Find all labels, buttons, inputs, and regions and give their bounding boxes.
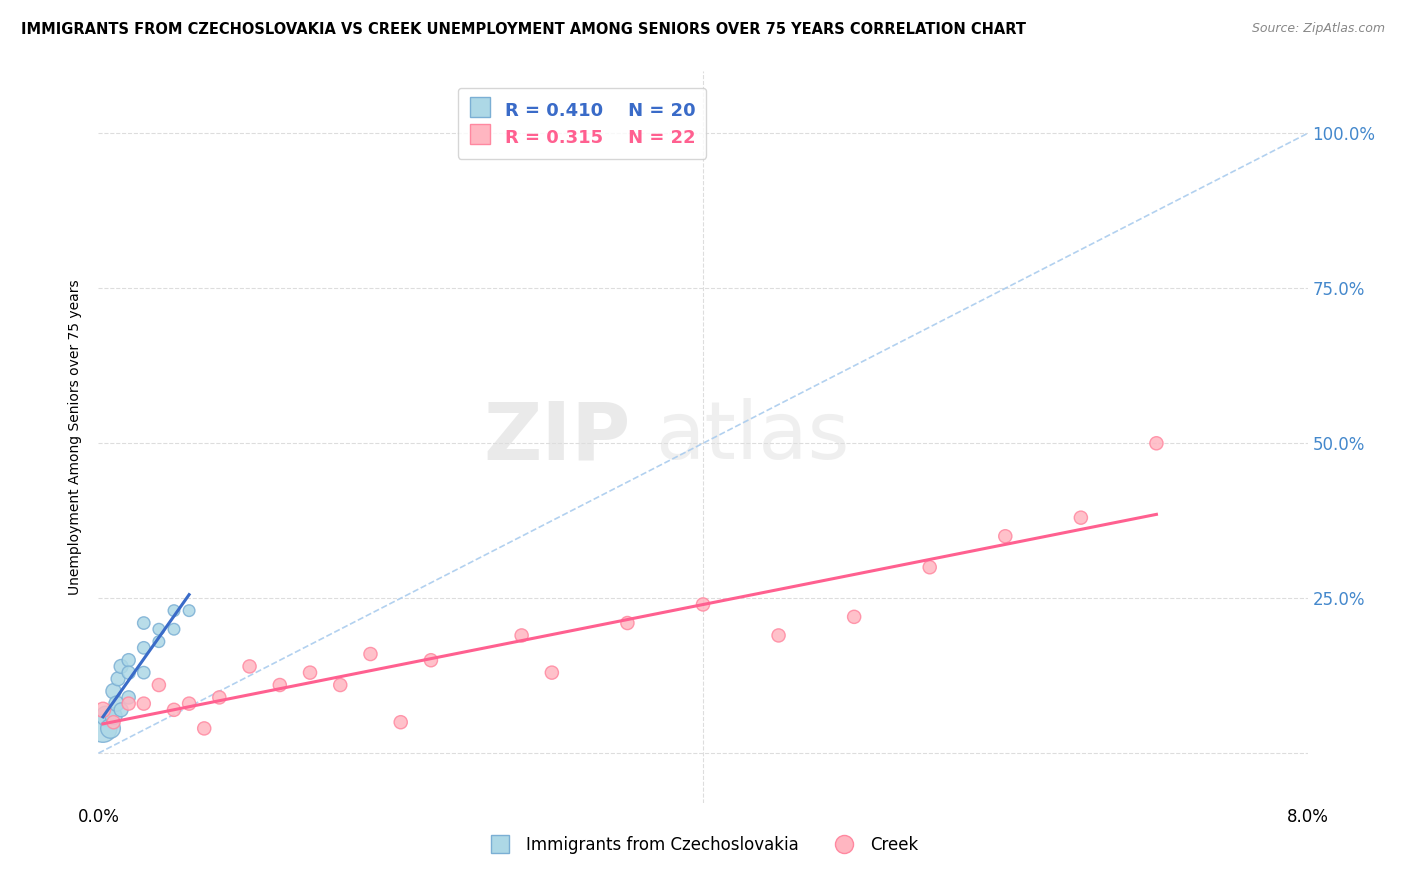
Point — [208, 690, 231, 705]
Text: ZIP: ZIP — [484, 398, 630, 476]
Y-axis label: Unemployment Among Seniors over 75 years: Unemployment Among Seniors over 75 years — [69, 279, 83, 595]
Point — [105, 697, 128, 711]
Point — [103, 684, 125, 698]
Point — [148, 678, 170, 692]
Point — [118, 653, 141, 667]
Point — [118, 665, 141, 680]
Point — [329, 678, 352, 692]
Point — [299, 665, 322, 680]
Point — [239, 659, 262, 673]
Point — [100, 722, 122, 736]
Point — [389, 715, 412, 730]
Point — [179, 697, 201, 711]
Point — [132, 697, 155, 711]
Point — [148, 634, 170, 648]
Point — [148, 622, 170, 636]
Point — [163, 703, 186, 717]
Point — [118, 690, 141, 705]
Point — [94, 709, 117, 723]
Point — [163, 622, 186, 636]
Point — [107, 672, 129, 686]
Point — [540, 665, 562, 680]
Point — [994, 529, 1017, 543]
Point — [163, 604, 186, 618]
Text: Source: ZipAtlas.com: Source: ZipAtlas.com — [1251, 22, 1385, 36]
Point — [692, 598, 714, 612]
Point — [193, 722, 215, 736]
Text: IMMIGRANTS FROM CZECHOSLOVAKIA VS CREEK UNEMPLOYMENT AMONG SENIORS OVER 75 YEARS: IMMIGRANTS FROM CZECHOSLOVAKIA VS CREEK … — [21, 22, 1026, 37]
Point — [616, 615, 638, 630]
Point — [179, 604, 201, 618]
Point — [132, 665, 155, 680]
Point — [118, 697, 141, 711]
Point — [103, 709, 125, 723]
Point — [918, 560, 941, 574]
Point — [91, 703, 114, 717]
Point — [1146, 436, 1168, 450]
Point — [132, 615, 155, 630]
Point — [110, 703, 132, 717]
Point — [360, 647, 382, 661]
Legend: Immigrants from Czechoslovakia, Creek: Immigrants from Czechoslovakia, Creek — [481, 829, 925, 860]
Point — [269, 678, 291, 692]
Point — [132, 640, 155, 655]
Point — [768, 628, 790, 642]
Point — [103, 715, 125, 730]
Point — [1070, 510, 1092, 524]
Text: atlas: atlas — [655, 398, 849, 476]
Point — [420, 653, 443, 667]
Point — [110, 659, 132, 673]
Point — [91, 722, 114, 736]
Point — [510, 628, 533, 642]
Point — [844, 610, 866, 624]
